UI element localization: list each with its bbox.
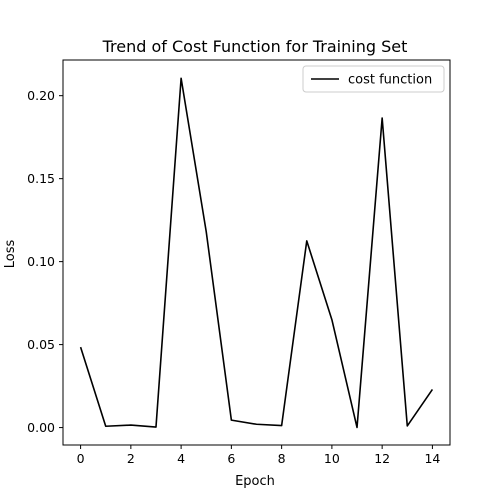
x-axis-label: Epoch [235,474,275,489]
chart-title: Trend of Cost Function for Training Set [102,37,408,56]
y-tick-label: 0.20 [27,88,55,103]
x-tick-label: 2 [127,451,135,466]
y-axis-label: Loss [3,240,18,269]
x-tick-label: 12 [374,451,390,466]
x-tick-label: 4 [177,451,185,466]
y-tick-label: 0.15 [27,171,55,186]
legend: cost function [303,66,444,92]
y-tick-label: 0.00 [27,420,55,435]
y-tick-label: 0.05 [27,337,55,352]
x-tick-label: 10 [324,451,340,466]
x-tick-label: 8 [278,451,286,466]
y-tick-label: 0.10 [27,254,55,269]
x-tick-label: 14 [424,451,440,466]
x-tick-label: 0 [77,451,85,466]
x-tick-label: 6 [227,451,235,466]
legend-label: cost function [348,73,432,88]
